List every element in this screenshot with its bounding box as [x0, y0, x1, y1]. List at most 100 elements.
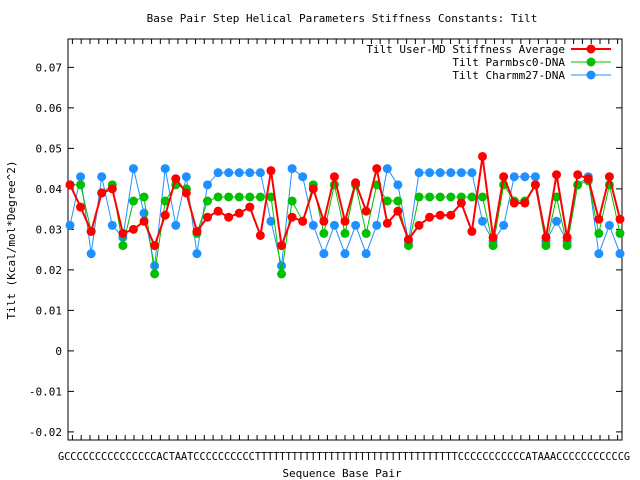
data-point: [467, 192, 477, 202]
data-point: [255, 168, 265, 178]
data-point: [319, 228, 329, 238]
data-point: [382, 196, 392, 206]
series-0: [65, 151, 625, 251]
data-point: [213, 206, 223, 216]
data-point: [319, 216, 329, 226]
data-point: [181, 188, 191, 198]
data-point: [234, 168, 244, 178]
data-point: [65, 180, 75, 190]
data-point: [308, 184, 318, 194]
data-point: [478, 192, 487, 202]
data-point: [594, 228, 604, 238]
data-point: [150, 269, 160, 279]
chart-title: Base Pair Step Helical Parameters Stiffn…: [147, 12, 538, 25]
y-tick-label: 0.01: [36, 304, 63, 317]
data-point: [499, 220, 509, 230]
data-point: [308, 220, 318, 230]
y-tick-label: -0.01: [29, 385, 62, 398]
data-point: [361, 228, 371, 238]
data-point: [118, 228, 128, 238]
data-point: [488, 232, 498, 242]
data-point: [573, 170, 583, 180]
data-point: [213, 168, 223, 178]
data-point: [615, 214, 625, 224]
data-point: [393, 196, 403, 206]
data-point: [277, 269, 287, 279]
y-tick-label: 0.05: [36, 142, 63, 155]
data-point: [446, 210, 456, 220]
data-point: [287, 164, 297, 174]
x-axis: [71, 39, 619, 440]
data-point: [393, 206, 403, 216]
data-point: [478, 151, 487, 161]
data-point: [128, 224, 138, 234]
data-point: [351, 220, 361, 230]
data-point: [160, 196, 170, 206]
data-point: [298, 216, 308, 226]
data-point: [224, 192, 234, 202]
data-point: [266, 192, 276, 202]
data-point: [562, 241, 572, 251]
data-point: [76, 180, 86, 190]
data-point: [604, 172, 614, 182]
data-point: [530, 172, 540, 182]
data-point: [86, 226, 96, 236]
data-point: [351, 178, 361, 188]
legend-label: Tilt User-MD Stiffness Average: [366, 43, 565, 56]
data-point: [266, 166, 276, 176]
data-point: [435, 168, 445, 178]
data-point: [128, 164, 138, 174]
data-point: [107, 184, 117, 194]
data-point: [224, 212, 234, 222]
data-point: [245, 168, 255, 178]
data-point: [245, 192, 255, 202]
data-point: [329, 220, 339, 230]
data-point: [499, 172, 509, 182]
data-point: [562, 232, 572, 242]
data-point: [150, 261, 160, 271]
data-point: [594, 214, 604, 224]
data-point: [456, 198, 466, 208]
legend-marker: [586, 57, 596, 67]
data-point: [203, 212, 212, 222]
data-point: [552, 216, 562, 226]
data-point: [615, 249, 625, 259]
data-point: [160, 164, 170, 174]
data-point: [287, 212, 297, 222]
data-point: [340, 228, 350, 238]
legend-label: Tilt Parmbsc0-DNA: [452, 56, 565, 69]
data-point: [203, 196, 212, 206]
data-point: [277, 261, 287, 271]
data-point: [76, 172, 86, 182]
data-point: [467, 168, 477, 178]
data-point: [65, 220, 75, 230]
data-point: [393, 180, 403, 190]
data-point: [150, 241, 160, 251]
data-point: [456, 168, 466, 178]
data-point: [403, 235, 413, 244]
data-point: [372, 164, 382, 174]
data-point: [425, 212, 435, 222]
data-point: [234, 192, 244, 202]
legend-marker: [586, 70, 596, 80]
data-point: [520, 172, 530, 182]
data-point: [340, 216, 350, 226]
data-point: [372, 220, 382, 230]
data-point: [224, 168, 234, 178]
data-point: [171, 174, 181, 184]
data-point: [171, 220, 181, 230]
data-point: [340, 249, 350, 259]
x-tick-labels: GCCCCCCCCCCCCCCCACTAATCCCCCCCCCCTTTTTTTT…: [58, 450, 630, 463]
data-point: [552, 170, 562, 180]
y-tick-label: -0.02: [29, 426, 62, 439]
y-tick-label: 0.06: [36, 102, 63, 115]
data-point: [287, 196, 297, 206]
data-point: [520, 198, 530, 208]
y-tick-label: 0.07: [36, 61, 63, 74]
data-point: [530, 180, 540, 190]
data-point: [245, 202, 255, 212]
data-point: [192, 249, 202, 259]
data-point: [414, 168, 424, 178]
